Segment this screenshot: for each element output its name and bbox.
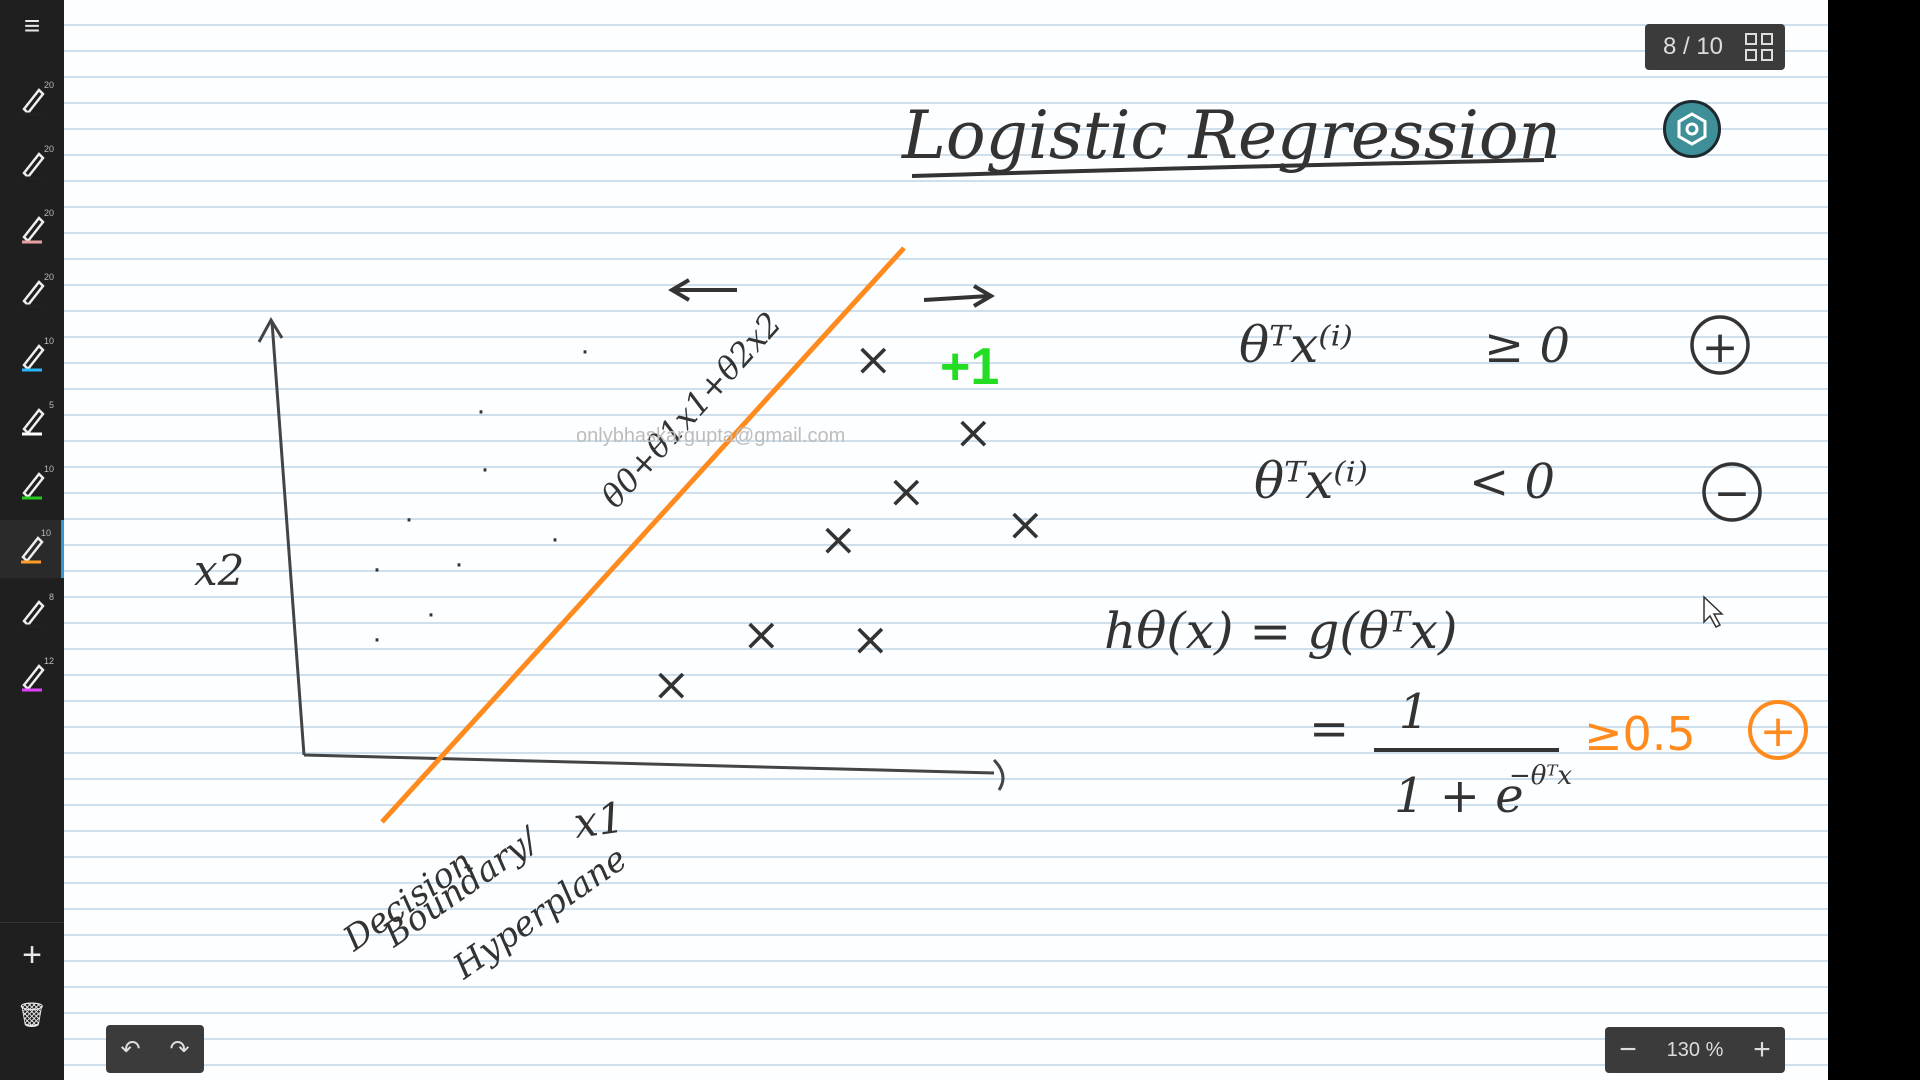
trash-icon[interactable]: 🗑	[16, 1001, 48, 1029]
threshold-positive-symbol: +	[1760, 706, 1797, 757]
svg-text:·: ·	[480, 452, 490, 485]
pen-icon	[22, 408, 45, 436]
threshold-positive-circle	[1748, 700, 1808, 760]
pen-icon	[22, 216, 45, 244]
pen-size: 12	[43, 656, 54, 666]
watermark: onlybhaskargupta@gmail.com	[576, 425, 846, 447]
hexagon-tool-button[interactable]	[1663, 100, 1721, 158]
pen-size: 10	[43, 464, 54, 474]
svg-text:·: ·	[476, 394, 486, 427]
svg-text:×: ×	[652, 657, 691, 711]
svg-text:·: ·	[550, 522, 560, 555]
pen-icon	[22, 472, 45, 500]
pen-tool-2[interactable]: 20	[0, 136, 64, 194]
pen-tool-6[interactable]: 5	[0, 392, 64, 450]
svg-text:·: ·	[426, 597, 436, 630]
left-toolbar: ≡ 20 20 20 20 10 5 10 10 8 12 + 🗑	[0, 0, 64, 1080]
svg-text:×: ×	[819, 512, 858, 566]
svg-text:×: ×	[742, 607, 781, 661]
pen-tool-7[interactable]: 10	[0, 456, 64, 514]
fraction-exponent: −θᵀx	[1509, 761, 1572, 791]
left-arrow	[668, 278, 737, 302]
pen-size: 20	[43, 80, 54, 90]
pen-size: 20	[43, 272, 54, 282]
svg-text:·: ·	[372, 552, 382, 585]
positive-symbol: +	[1702, 322, 1739, 373]
undo-button[interactable]: ↶	[120, 1035, 141, 1063]
positive-points: × × × × × × × ×	[652, 332, 1045, 711]
y-axis	[270, 321, 306, 756]
positive-circle	[1690, 315, 1750, 375]
zoom-in-button[interactable]: +	[1753, 1033, 1771, 1066]
pen-size: 10	[43, 336, 54, 346]
pen-size: 20	[43, 208, 54, 218]
grid-view-icon[interactable]	[1745, 33, 1773, 61]
pen-tool-5[interactable]: 10	[0, 328, 64, 386]
pen-size: 20	[43, 144, 54, 154]
threshold-label: ≥0.5	[1584, 707, 1696, 761]
zoom-control: − 130 % +	[1605, 1027, 1785, 1073]
svg-text:×: ×	[854, 332, 893, 386]
pen-icon	[22, 152, 45, 180]
hamburger-menu-icon[interactable]: ≡	[23, 10, 41, 41]
y-axis-arrow	[257, 317, 284, 343]
pen-icon	[22, 600, 45, 628]
title-underline	[911, 158, 1545, 178]
handwritten-notes: Logistic Regression x2 x1 θ0+θ1x1+θ2x2 +…	[194, 97, 1808, 988]
svg-text:×: ×	[954, 405, 993, 459]
pen-tool-3[interactable]: 20	[0, 200, 64, 258]
pen-icon	[20, 536, 44, 564]
svg-text:·: ·	[372, 622, 382, 655]
undo-redo-bar: ↶ ↷	[106, 1025, 204, 1073]
rule1-operator: ≥ 0	[1484, 318, 1570, 374]
svg-text:×: ×	[851, 612, 890, 666]
redo-button[interactable]: ↷	[169, 1035, 190, 1063]
mouse-cursor-icon	[1703, 595, 1724, 628]
fraction-denominator: 1 + e	[1394, 768, 1524, 824]
page-counter-text: 8 / 10	[1662, 33, 1724, 60]
rule2-expression: θᵀx⁽ⁱ⁾	[1254, 452, 1368, 510]
x-axis-label: x1	[571, 792, 628, 848]
add-pen-button[interactable]: +	[22, 935, 42, 974]
zoom-level: 130 %	[1666, 1038, 1724, 1061]
svg-text:·: ·	[580, 334, 590, 367]
fraction-numerator: 1	[1399, 684, 1430, 740]
y-axis-label: x2	[194, 546, 244, 595]
right-arrow	[923, 284, 995, 308]
plus-one-label: +1	[940, 338, 999, 396]
toolbar-divider	[0, 922, 64, 923]
rule2-operator: < 0	[1469, 454, 1555, 510]
hypothesis-equation: hθ(x) = g(θᵀx)	[1104, 602, 1458, 660]
pen-icon	[22, 664, 45, 692]
pen-icon	[22, 88, 45, 116]
pen-tool-4[interactable]: 20	[0, 264, 64, 322]
negative-points: · · · · · · · · ·	[372, 334, 590, 655]
right-black-bar	[1828, 0, 1920, 1080]
svg-text:×: ×	[887, 464, 926, 518]
svg-text:·: ·	[454, 547, 464, 580]
note-canvas[interactable]: Logistic Regression x2 x1 θ0+θ1x1+θ2x2 +…	[64, 0, 1828, 1080]
pen-icon	[22, 344, 45, 372]
x-axis-arrow	[992, 758, 1005, 791]
pen-tool-1[interactable]: 20	[0, 72, 64, 130]
pen-size: 8	[48, 592, 54, 602]
negative-symbol: −	[1714, 468, 1751, 519]
negative-circle	[1702, 462, 1762, 522]
rule1-expression: θᵀx⁽ⁱ⁾	[1239, 316, 1353, 374]
svg-text:×: ×	[1006, 497, 1045, 551]
svg-text:·: ·	[404, 502, 414, 535]
hexagon-icon	[1677, 112, 1707, 146]
pen-tool-9[interactable]: 8	[0, 584, 64, 642]
pen-size: 10	[40, 528, 51, 538]
zoom-out-button[interactable]: −	[1619, 1033, 1637, 1066]
equals-sign: =	[1309, 701, 1349, 757]
page-counter[interactable]: 8 / 10	[1645, 24, 1785, 70]
x-axis	[303, 753, 995, 775]
pen-size: 5	[48, 400, 54, 410]
decision-boundary-line	[380, 246, 906, 824]
pen-tool-10[interactable]: 12	[0, 648, 64, 706]
pen-tool-8[interactable]: 10	[0, 520, 64, 578]
pen-icon	[22, 280, 45, 308]
